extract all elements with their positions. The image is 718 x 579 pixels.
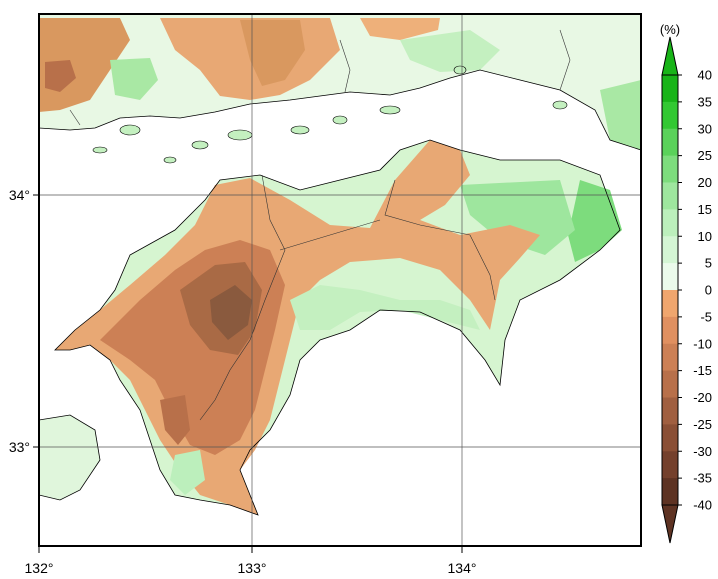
inland-sea [39,70,641,195]
colorbar-swatch [662,236,678,264]
colorbar-label: -5 [700,309,712,324]
x-tick-133: 133° [238,560,267,576]
colorbar-min-arrow [661,504,679,544]
shikoku-green-east2 [460,180,575,255]
colorbar-swatch [662,101,678,130]
colorbar-label: -35 [693,471,712,486]
colorbar-swatch [662,128,678,157]
colorbar-swatch [662,343,678,372]
colorbar-swatch [662,155,678,183]
map-content [39,14,641,516]
colorbar-swatch [662,209,678,237]
islands [92,65,568,164]
colorbar-swatch [662,397,678,425]
colorbar-label: -10 [693,336,712,351]
colorbar-unit: (%) [660,22,680,37]
colorbar-swatch [662,478,678,506]
colorbar-max-arrow [661,36,679,76]
colorbar-swatch [662,75,678,103]
colorbar: 40 35 30 25 20 15 10 5 0 -5 -10 -15 -20 -25 -30 -35 -40 [661,36,712,544]
graticule [39,14,641,546]
colorbar-swatch [662,451,678,479]
colorbar-label: 0 [705,283,712,298]
shikoku-brown-south [160,395,190,445]
colorbar-swatch [662,182,678,210]
colorbar-label: -15 [693,363,712,378]
axis-ticks [33,194,463,553]
chugoku-brown-d [240,20,305,86]
colorbar-label: 5 [705,256,712,271]
chugoku-brown-e [360,18,440,40]
y-tick-33: 33° [9,439,30,455]
colorbar-label: -40 [693,498,712,513]
coastlines [39,69,641,516]
colorbar-label: 25 [698,148,712,163]
colorbar-swatch [662,316,678,345]
chugoku-green-a [110,58,158,100]
prefecture-borders [69,29,571,421]
colorbar-swatch [662,370,678,398]
colorbar-label: 20 [698,175,712,190]
map-frame [38,13,642,547]
colorbar-swatch [662,290,678,318]
colorbar-label: -25 [693,417,712,432]
colorbar-label: -20 [693,390,712,405]
colorbar-label: 15 [698,202,712,217]
colorbar-label: -30 [693,444,712,459]
y-tick-34: 34° [9,187,30,203]
kyushu-land [39,415,100,500]
chugoku-brown-b [45,60,76,92]
shikoku-green-south [170,450,205,495]
shikoku-brown-darkest [210,285,252,340]
x-tick-134: 134° [448,560,477,576]
shikoku-green-mid [290,285,480,330]
colorbar-label: 10 [698,229,712,244]
x-tick-132: 132° [25,560,54,576]
colorbar-label: 30 [698,121,712,136]
chugoku-green-c [600,80,641,150]
colorbar-swatch [662,424,678,452]
colorbar-swatch [662,263,678,291]
colorbar-label: 35 [698,94,712,109]
colorbar-label: 40 [698,68,712,83]
chugoku-green-b [400,30,500,72]
